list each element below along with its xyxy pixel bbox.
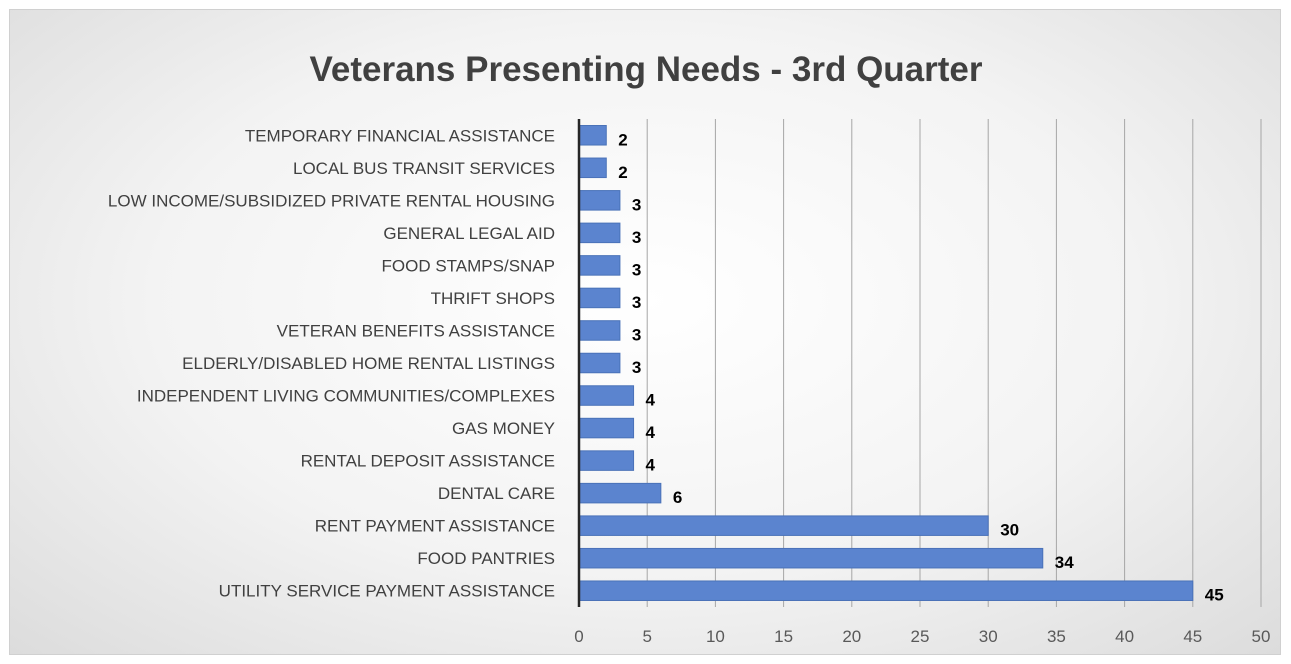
category-label: ELDERLY/DISABLED HOME RENTAL LISTINGS [182,354,555,373]
data-label: 3 [632,228,641,247]
data-label: 4 [646,456,656,475]
x-tick-label: 50 [1252,627,1271,646]
chart-card: Veterans Presenting Needs - 3rd Quarter … [9,9,1281,655]
category-label: LOCAL BUS TRANSIT SERVICES [293,159,555,178]
bar [578,385,635,406]
category-label: UTILITY SERVICE PAYMENT ASSISTANCE [219,582,555,601]
data-label: 4 [646,423,656,442]
data-label: 3 [632,325,641,344]
bars [578,125,1194,601]
bar [578,157,607,179]
data-label: 4 [646,391,656,410]
bar [578,287,621,309]
x-tick-label: 45 [1183,627,1202,646]
data-label: 3 [632,195,641,214]
bar [578,515,989,536]
data-label: 2 [618,163,627,182]
category-label: TEMPORARY FINANCIAL ASSISTANCE [245,126,555,145]
category-label: LOW INCOME/SUBSIDIZED PRIVATE RENTAL HOU… [108,191,555,210]
chart-title: Veterans Presenting Needs - 3rd Quarter [309,50,983,89]
bar [578,482,662,504]
bar [578,255,621,276]
data-label: 2 [618,130,627,149]
x-tick-label: 15 [774,627,793,646]
x-tick-label: 25 [911,627,930,646]
gridlines [646,119,1262,607]
category-label: INDEPENDENT LIVING COMMUNITIES/COMPLEXES [137,387,555,406]
category-label: FOOD PANTRIES [417,549,555,568]
x-tick-label: 40 [1115,627,1134,646]
bar [578,190,621,211]
bar [578,222,621,244]
x-tick-label: 20 [842,627,861,646]
category-label: GENERAL LEGAL AID [383,224,555,243]
category-label: FOOD STAMPS/SNAP [382,256,556,275]
category-label: VETERAN BENEFITS ASSISTANCE [277,321,555,340]
category-label: DENTAL CARE [438,484,555,503]
labels: 0 5 10 15 20 25 30 35 40 45 50 TEMPORARY FINANCIAL … [108,126,1271,646]
bar [578,450,635,471]
x-tick-label: 10 [706,627,725,646]
bar [578,352,621,374]
bar [578,580,1194,601]
category-label: THRIFT SHOPS [431,289,555,308]
data-label: 3 [632,293,641,312]
bar [578,125,607,146]
category-label: RENTAL DEPOSIT ASSISTANCE [301,452,555,471]
x-tick-label: 35 [1047,627,1066,646]
bar [578,547,1044,569]
data-label: 45 [1205,586,1224,605]
data-label: 3 [632,358,641,377]
x-tick-label: 5 [642,627,651,646]
bar [578,320,621,341]
x-tick-label: 0 [574,627,583,646]
data-label: 30 [1000,521,1019,540]
data-label: 3 [632,260,641,279]
bar-chart: 0 5 10 15 20 25 30 35 40 45 50 TEMPORARY FINANCIAL … [108,119,1271,646]
data-label: 6 [673,488,682,507]
category-label: GAS MONEY [452,419,555,438]
category-label: RENT PAYMENT ASSISTANCE [315,517,555,536]
x-tick-label: 30 [979,627,998,646]
data-label: 34 [1055,553,1074,572]
bar [578,417,635,439]
